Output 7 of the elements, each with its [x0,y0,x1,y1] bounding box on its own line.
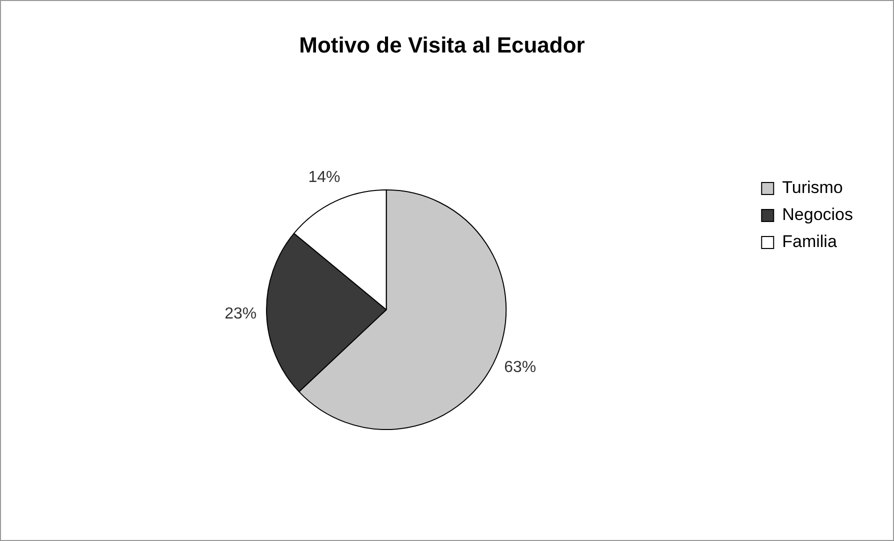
legend-label: Familia [782,232,838,252]
legend-label: Turismo [782,178,843,198]
chart-title: Motivo de Visita al Ecuador [299,32,586,58]
legend-label: Negocios [782,205,854,224]
data-label: 14% [308,169,340,186]
data-label: 23% [224,306,257,323]
data-label: 63% [504,359,536,376]
